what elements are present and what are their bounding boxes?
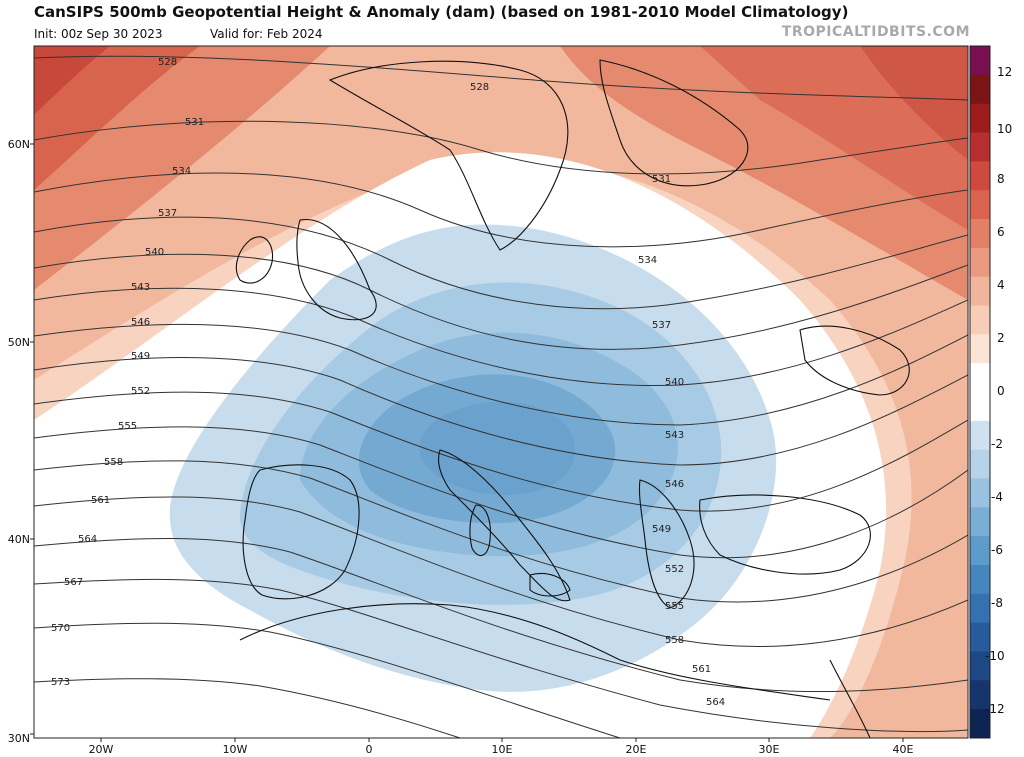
colorbar-segment [970, 334, 990, 364]
colorbar-segment [970, 392, 990, 422]
colorbar-label: 12 [997, 65, 1012, 79]
anomaly-field [34, 46, 968, 738]
contour-label: 558 [104, 457, 123, 468]
contour-label: 552 [665, 564, 684, 575]
colorbar-segment [970, 565, 990, 595]
colorbar-segment [970, 449, 990, 479]
colorbar-segment [970, 247, 990, 278]
contour-label: 537 [652, 320, 671, 331]
init-time: Init: 00z Sep 30 2023 [34, 27, 163, 41]
colorbar-segment [970, 478, 990, 508]
colorbar-frame [969, 45, 991, 739]
contour-label: 528 [158, 57, 177, 68]
colorbar-label: 4 [997, 278, 1005, 292]
lon-label: 0 [366, 743, 373, 756]
colorbar-segment [970, 507, 990, 537]
colorbar-segment [970, 46, 990, 76]
colorbar-label: -6 [991, 543, 1003, 557]
valid-time: Valid for: Feb 2024 [210, 27, 323, 41]
contour-label: 534 [638, 255, 657, 266]
contour-label: 543 [665, 430, 684, 441]
contour-label: 552 [131, 386, 150, 397]
lat-label: 40N [8, 533, 30, 546]
lon-label: 10W [223, 743, 248, 756]
map-frame [33, 45, 969, 739]
colorbar-segment [970, 161, 990, 191]
colorbar-segment [970, 190, 990, 220]
lon-label: 30E [759, 743, 780, 756]
latitude-labels: 60N 50N 40N 30N [8, 138, 30, 745]
colorbar-segment [970, 536, 990, 566]
colorbar-segment [970, 420, 990, 451]
lon-label: 20E [626, 743, 647, 756]
contour-label: 540 [665, 377, 684, 388]
colorbar-segment [970, 651, 990, 681]
lon-label: 20W [89, 743, 114, 756]
colorbar-segment [970, 276, 990, 306]
brand-watermark: TROPICALTIDBITS.COM [781, 24, 970, 40]
contour-label: 570 [51, 623, 70, 634]
contour-label: 531 [652, 174, 671, 185]
lon-label: 40E [893, 743, 914, 756]
colorbar-label: 10 [997, 122, 1012, 136]
lon-label: 10E [492, 743, 513, 756]
axis-ticks [30, 143, 904, 742]
contour-label: 555 [665, 601, 684, 612]
contour-label: 531 [185, 117, 204, 128]
colorbar-segment [970, 593, 990, 624]
contour-label: 543 [131, 282, 150, 293]
coastlines [235, 59, 910, 738]
colorbar-segment [970, 74, 990, 105]
lat-label: 60N [8, 138, 30, 151]
colorbar-segment [970, 363, 990, 393]
colorbar-segment [970, 709, 990, 739]
colorbar [969, 45, 991, 739]
colorbar-segment [970, 219, 990, 249]
colorbar-segment [970, 680, 990, 710]
contour-label: 561 [91, 495, 110, 506]
longitude-labels: 20W 10W 0 10E 20E 30E 40E [89, 743, 914, 756]
colorbar-labels: 12 10 8 6 4 2 0 -2 -4 -6 -8 -10 -12 [985, 65, 1012, 716]
contour-label: 555 [118, 421, 137, 432]
map-title: CanSIPS 500mb Geopotential Height & Anom… [34, 3, 849, 21]
colorbar-segment [970, 622, 990, 652]
contour-label: 546 [665, 479, 684, 490]
lat-label: 30N [8, 732, 30, 745]
colorbar-label: -4 [991, 490, 1003, 504]
contour-label: 546 [131, 317, 150, 328]
height-contours [34, 55, 968, 738]
contour-label: 549 [131, 351, 150, 362]
colorbar-label: 8 [997, 172, 1005, 186]
contour-label: 528 [470, 82, 489, 93]
contour-label: 537 [158, 208, 177, 219]
colorbar-label: -8 [991, 596, 1003, 610]
contour-labels: 528 531 534 537 540 543 546 549 552 555 … [51, 57, 725, 708]
contour-label: 549 [652, 524, 671, 535]
colorbar-segment [970, 103, 990, 133]
contour-label: 558 [665, 635, 684, 646]
contour-label: 573 [51, 677, 70, 688]
colorbar-label: 0 [997, 384, 1005, 398]
colorbar-label: 6 [997, 225, 1005, 239]
contour-label: 567 [64, 577, 83, 588]
colorbar-segment [970, 132, 990, 162]
contour-label: 534 [172, 166, 191, 177]
colorbar-label: 2 [997, 331, 1005, 345]
colorbar-label: -10 [985, 649, 1005, 663]
colorbar-segment [970, 305, 990, 335]
contour-label: 561 [692, 664, 711, 675]
colorbar-label: -12 [985, 702, 1005, 716]
colorbar-label: -2 [991, 437, 1003, 451]
contour-label: 564 [78, 534, 97, 545]
lat-label: 50N [8, 336, 30, 349]
contour-label: 564 [706, 697, 725, 708]
contour-label: 540 [145, 247, 164, 258]
